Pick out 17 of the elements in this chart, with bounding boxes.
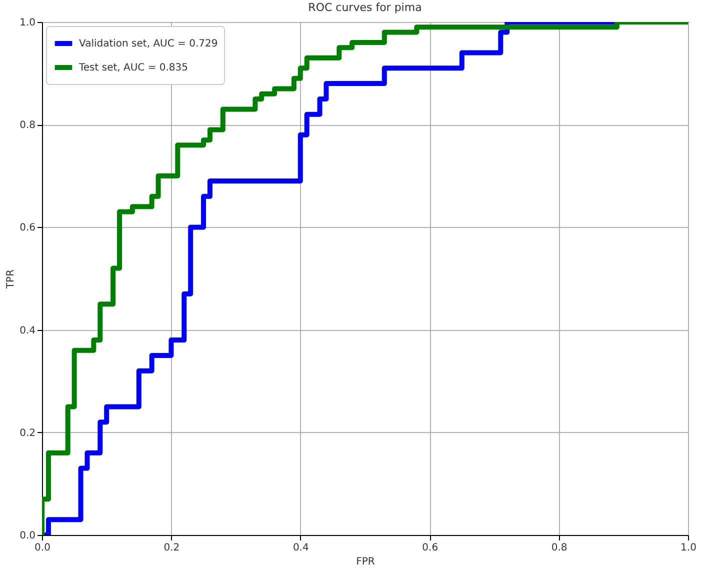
y-tick-label: 0.0: [20, 530, 36, 542]
y-tick-label: 1.0: [20, 18, 36, 28]
x-axis-title: FPR: [356, 556, 375, 568]
y-tick-label: 0.6: [20, 222, 36, 234]
legend-label: Validation set, AUC = 0.729: [79, 38, 218, 50]
y-tick-label: 0.2: [20, 428, 36, 439]
y-axis-title: TPR: [6, 269, 17, 290]
x-tick-label: 1.0: [680, 542, 696, 554]
x-tick-label: 0.2: [164, 542, 180, 554]
y-tick-label: 0.4: [20, 325, 36, 336]
legend-label: Test set, AUC = 0.835: [78, 62, 188, 74]
chart-title: ROC curves for pima: [308, 1, 422, 14]
x-tick-label: 0.4: [292, 542, 309, 554]
x-tick-label: 0.0: [34, 542, 50, 554]
y-tick-label: 0.8: [20, 120, 36, 132]
x-tick-label: 0.8: [551, 542, 568, 554]
x-tick-label: 0.6: [422, 542, 438, 554]
